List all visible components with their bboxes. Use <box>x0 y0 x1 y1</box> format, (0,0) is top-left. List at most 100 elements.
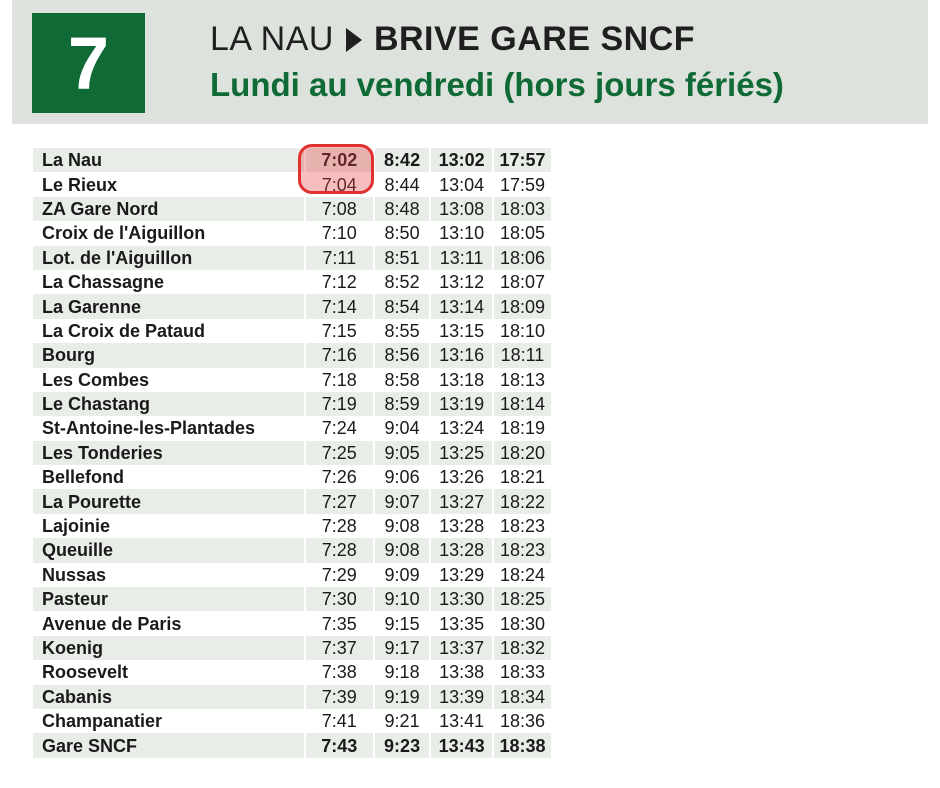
departure-time: 8:48 <box>372 196 431 222</box>
stop-name: La Nau <box>33 148 305 173</box>
departure-time: 9:21 <box>372 708 431 734</box>
departure-time: 13:38 <box>429 660 493 685</box>
stop-name: Bellefond <box>33 465 305 490</box>
table-row: La Pourette 7:27 9:07 13:27 18:22 <box>33 489 551 514</box>
departure-time: 18:25 <box>491 587 551 612</box>
stop-name: Champanatier <box>33 708 305 734</box>
departure-time: 13:14 <box>429 294 493 319</box>
departure-time: 18:34 <box>491 684 551 709</box>
departure-time: 13:24 <box>429 416 493 441</box>
departure-time: 18:05 <box>491 221 551 246</box>
stop-name: ZA Gare Nord <box>33 196 305 222</box>
departure-time: 13:02 <box>429 148 493 173</box>
departure-time: 17:59 <box>491 172 551 197</box>
departure-time: 18:23 <box>491 513 551 539</box>
departure-time: 13:08 <box>429 196 493 222</box>
departure-time: 7:12 <box>303 269 374 295</box>
departure-time: 7:19 <box>303 391 374 417</box>
departure-time: 7:39 <box>303 684 374 709</box>
departure-time: 13:10 <box>429 221 493 246</box>
departure-time: 13:12 <box>429 269 493 295</box>
table-row: La Nau 7:02 8:42 13:02 17:57 <box>33 148 551 173</box>
table-row: Gare SNCF 7:43 9:23 13:43 18:38 <box>33 733 551 758</box>
stop-name: La Croix de Pataud <box>33 318 305 344</box>
stop-name: Roosevelt <box>33 660 305 685</box>
table-row: Avenue de Paris 7:35 9:15 13:35 18:30 <box>33 611 551 636</box>
table-row: Les Combes 7:18 8:58 13:18 18:13 <box>33 367 551 392</box>
stop-name: Cabanis <box>33 684 305 709</box>
departure-time: 18:24 <box>491 562 551 588</box>
departure-time: 13:35 <box>429 611 493 636</box>
table-row: La Garenne 7:14 8:54 13:14 18:09 <box>33 294 551 319</box>
departure-time: 7:37 <box>303 635 374 661</box>
departure-time: 18:30 <box>491 611 551 636</box>
departure-time: 7:16 <box>303 343 374 368</box>
stop-name: La Garenne <box>33 294 305 319</box>
departure-time: 18:07 <box>491 269 551 295</box>
departure-time: 9:04 <box>372 416 431 441</box>
stop-name: Les Combes <box>33 367 305 392</box>
departure-time: 8:42 <box>372 148 431 173</box>
departure-time: 18:19 <box>491 416 551 441</box>
departure-time: 7:15 <box>303 318 374 344</box>
highlight-circle <box>298 144 374 194</box>
table-row: Croix de l'Aiguillon 7:10 8:50 13:10 18:05 <box>33 221 551 246</box>
departure-time: 13:41 <box>429 708 493 734</box>
table-row: Le Rieux 7:04 8:44 13:04 17:59 <box>33 172 551 197</box>
table-row: Bellefond 7:26 9:06 13:26 18:21 <box>33 465 551 490</box>
table-row: Nussas 7:29 9:09 13:29 18:24 <box>33 562 551 588</box>
departure-time: 8:54 <box>372 294 431 319</box>
timetable: La Nau 7:02 8:42 13:02 17:57 Le Rieux 7:04 8:44… <box>33 148 551 758</box>
table-row: Queuille 7:28 9:08 13:28 18:23 <box>33 538 551 563</box>
departure-time: 13:18 <box>429 367 493 392</box>
table-row: ZA Gare Nord 7:08 8:48 13:08 18:03 <box>33 196 551 222</box>
departure-time: 7:08 <box>303 196 374 222</box>
departure-time: 9:05 <box>372 440 431 466</box>
departure-time: 7:24 <box>303 416 374 441</box>
line-number: 7 <box>67 21 110 105</box>
stop-name: Lajoinie <box>33 513 305 539</box>
departure-time: 18:06 <box>491 245 551 270</box>
departure-time: 8:52 <box>372 269 431 295</box>
table-row: La Chassagne 7:12 8:52 13:12 18:07 <box>33 269 551 295</box>
departure-time: 18:33 <box>491 660 551 685</box>
departure-time: 18:38 <box>491 733 551 758</box>
table-row: La Croix de Pataud 7:15 8:55 13:15 18:10 <box>33 318 551 344</box>
departure-time: 8:55 <box>372 318 431 344</box>
stop-name: Bourg <box>33 343 305 368</box>
table-row: Pasteur 7:30 9:10 13:30 18:25 <box>33 587 551 612</box>
table-row: Roosevelt 7:38 9:18 13:38 18:33 <box>33 660 551 685</box>
departure-time: 8:44 <box>372 172 431 197</box>
table-row: Koenig 7:37 9:17 13:37 18:32 <box>33 635 551 661</box>
departure-time: 18:11 <box>491 343 551 368</box>
departure-time: 9:07 <box>372 489 431 514</box>
departure-time: 13:27 <box>429 489 493 514</box>
departure-time: 7:28 <box>303 538 374 563</box>
stop-name: La Pourette <box>33 489 305 514</box>
departure-time: 7:41 <box>303 708 374 734</box>
departure-time: 7:35 <box>303 611 374 636</box>
departure-time: 9:15 <box>372 611 431 636</box>
stop-name: Queuille <box>33 538 305 563</box>
table-row: Cabanis 7:39 9:19 13:39 18:34 <box>33 684 551 709</box>
departure-time: 7:28 <box>303 513 374 539</box>
departure-time: 9:18 <box>372 660 431 685</box>
departure-time: 9:08 <box>372 538 431 563</box>
stop-name: La Chassagne <box>33 269 305 295</box>
departure-time: 18:10 <box>491 318 551 344</box>
departure-time: 9:06 <box>372 465 431 490</box>
stop-name: Lot. de l'Aiguillon <box>33 245 305 270</box>
stop-name: Le Chastang <box>33 391 305 417</box>
departure-time: 7:11 <box>303 245 374 270</box>
departure-time: 18:23 <box>491 538 551 563</box>
route-destination: BRIVE GARE SNCF <box>373 20 696 58</box>
departure-time: 13:19 <box>429 391 493 417</box>
departure-time: 18:32 <box>491 635 551 661</box>
departure-time: 7:30 <box>303 587 374 612</box>
stop-name: Avenue de Paris <box>33 611 305 636</box>
departure-time: 18:13 <box>491 367 551 392</box>
departure-time: 8:59 <box>372 391 431 417</box>
departure-time: 13:37 <box>429 635 493 661</box>
departure-time: 8:51 <box>372 245 431 270</box>
table-row: Le Chastang 7:19 8:59 13:19 18:14 <box>33 391 551 417</box>
